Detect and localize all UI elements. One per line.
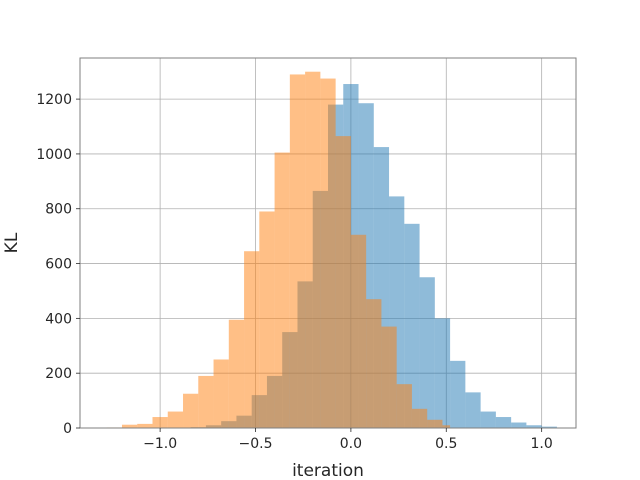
y-axis-label: KL bbox=[2, 232, 22, 253]
histogram-bar-series-2 bbox=[198, 375, 214, 428]
histogram-bar-series-1 bbox=[404, 223, 420, 428]
histogram-bar-series-1 bbox=[465, 392, 481, 428]
histogram-bar-series-1 bbox=[480, 411, 496, 428]
histogram-bar-series-1 bbox=[511, 422, 527, 428]
histogram-bar-series-2 bbox=[244, 251, 260, 428]
histogram-bar-series-2 bbox=[396, 384, 412, 428]
histogram-bar-series-2 bbox=[167, 411, 184, 428]
histogram-bar-series-1 bbox=[526, 425, 542, 428]
histogram-bar-series-2 bbox=[183, 393, 199, 428]
histogram-bar-series-2 bbox=[121, 424, 138, 428]
histogram-bars bbox=[106, 71, 557, 429]
axis-ticks: −1.0 −0.5 0.0 0.5 1.0 0 200 400 600 800 1000 1200 bbox=[36, 92, 552, 452]
x-tick-label: −0.5 bbox=[239, 436, 273, 452]
histogram-bar-series-2 bbox=[289, 74, 306, 428]
histogram-bar-series-2 bbox=[427, 419, 443, 428]
histogram-bar-series-2 bbox=[442, 425, 451, 428]
y-tick-label: 600 bbox=[45, 257, 72, 273]
histogram-bar-series-2 bbox=[259, 211, 275, 428]
x-tick-label: 0.0 bbox=[340, 436, 362, 452]
x-axis-label: iteration bbox=[292, 461, 364, 480]
histogram-bar-series-2 bbox=[366, 299, 382, 428]
histogram-bar-series-1 bbox=[419, 277, 435, 428]
histogram-bar-series-2 bbox=[335, 136, 351, 428]
histogram-bar-series-2 bbox=[274, 152, 290, 429]
plot-frame bbox=[79, 57, 577, 429]
y-tick-label: 0 bbox=[63, 421, 72, 437]
x-tick-label: 1.0 bbox=[531, 436, 553, 452]
x-tick-label: −1.0 bbox=[143, 436, 177, 452]
y-tick-label: 800 bbox=[45, 202, 72, 218]
histogram-bar-series-2 bbox=[228, 319, 245, 428]
histogram-bar-series-2 bbox=[381, 326, 397, 428]
x-tick-label: 0.5 bbox=[435, 436, 457, 452]
histogram-bar-series-2 bbox=[411, 408, 428, 428]
histogram-bar-series-2 bbox=[152, 417, 168, 428]
histogram-bar-series-1 bbox=[434, 318, 451, 428]
histogram-bar-series-2 bbox=[137, 423, 153, 428]
histogram-bar-series-1 bbox=[450, 360, 466, 428]
histogram-bar-series-1 bbox=[495, 417, 512, 428]
histogram-bar-series-2 bbox=[350, 234, 367, 428]
y-tick-label: 400 bbox=[45, 311, 72, 327]
histogram-bar-series-1 bbox=[541, 426, 557, 428]
y-tick-label: 1200 bbox=[36, 92, 72, 108]
histogram-bar-series-2 bbox=[213, 359, 229, 428]
histogram-bar-series-2 bbox=[320, 78, 336, 429]
y-tick-label: 1000 bbox=[36, 147, 72, 163]
histogram-bar-series-2 bbox=[305, 71, 321, 428]
y-tick-label: 200 bbox=[45, 366, 72, 382]
